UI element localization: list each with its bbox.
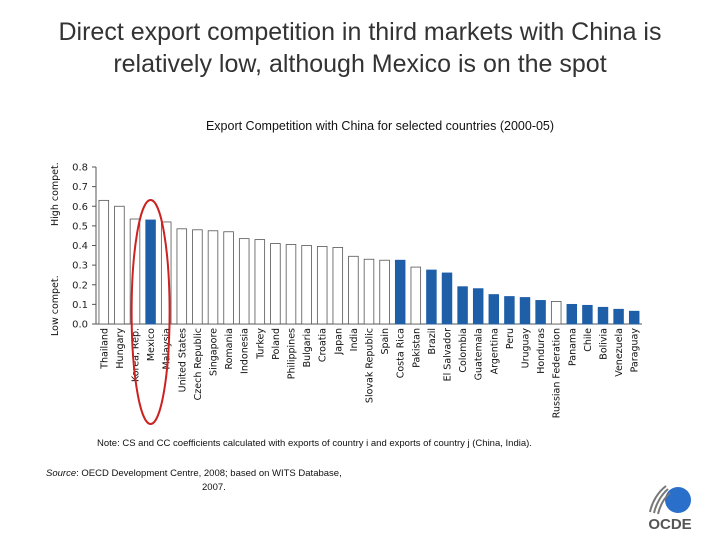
bar-series <box>98 199 640 325</box>
highlight-circle <box>130 199 171 425</box>
x-tick-label-india: India <box>349 328 360 351</box>
y-tick-label: 0.4 <box>72 241 88 252</box>
bar-malaysia <box>160 221 172 325</box>
y-tick-label: 0.8 <box>72 163 88 174</box>
bar-russian-federation <box>550 301 562 325</box>
x-tick-label-uruguay: Uruguay <box>521 328 532 369</box>
bar-hungary <box>114 205 125 325</box>
bar-croatia <box>316 246 328 325</box>
oecd-logo-circle <box>665 487 691 513</box>
oecd-logo: OCDE <box>648 485 692 532</box>
x-tick-label-czech-republic: Czech Republic <box>193 328 204 400</box>
x-tick-label-argentina: Argentina <box>489 328 500 374</box>
x-tick-label-japan: Japan <box>333 328 344 356</box>
bar-singapore <box>207 230 219 325</box>
bar-czech-republic <box>192 229 203 325</box>
bar-brazil <box>426 269 437 325</box>
x-tick-label-pakistan: Pakistan <box>411 328 422 368</box>
bar-indonesia <box>238 238 250 325</box>
source-year: 2007. <box>202 482 226 493</box>
x-tick-label-costa-rica: Costa Rica <box>396 328 407 378</box>
x-tick-label-united-states: United States <box>177 328 188 392</box>
source-text: : OECD Development Centre, 2008; based o… <box>76 468 342 479</box>
bar-turkey <box>254 239 266 325</box>
bar-honduras <box>535 300 546 325</box>
annotations <box>130 199 171 425</box>
bar-paraguay <box>628 310 640 325</box>
x-tick-label-korea-rep: Korea, Rep. <box>131 328 142 382</box>
bar-romania <box>223 231 234 325</box>
y-tick-label: 0.3 <box>72 261 88 272</box>
bar-peru <box>504 296 515 325</box>
slide-headline: Direct export competition in third marke… <box>58 18 662 78</box>
bar-panama <box>566 303 578 325</box>
bar-chart: 0.0 0.1 0.2 0.3 0.4 0.5 0.6 0.7 0.8 Thailand Hung… <box>72 163 642 425</box>
bar-korea-rep <box>129 218 141 325</box>
x-tick-label-guatemala: Guatemala <box>474 328 485 380</box>
bar-chile <box>582 304 593 325</box>
bar-japan <box>332 247 344 325</box>
bar-philippines <box>285 244 297 325</box>
chart-title: Export Competition with China for select… <box>205 119 555 133</box>
bar-united-states <box>176 228 188 325</box>
bar-pakistan <box>410 266 422 325</box>
x-tick-label-hungary: Hungary <box>115 328 126 369</box>
source-label: Source <box>46 468 77 479</box>
x-tick-label-colombia: Colombia <box>458 328 469 373</box>
bar-uruguay <box>519 297 531 325</box>
bar-colombia <box>457 286 468 325</box>
bar-venezuela <box>613 308 624 325</box>
bar-poland <box>270 243 281 325</box>
x-tick-label-peru: Peru <box>505 328 516 349</box>
x-tick-label-malaysia: Malaysia <box>162 328 173 370</box>
x-tick-label-bolivia: Bolivia <box>599 328 610 360</box>
y-tick-label: 0.0 <box>72 320 88 331</box>
x-tick-label-indonesia: Indonesia <box>240 328 251 374</box>
bar-india <box>348 255 359 325</box>
bar-bulgaria <box>301 245 312 325</box>
x-tick-label-brazil: Brazil <box>427 328 438 355</box>
bar-slovak-republic <box>363 258 375 325</box>
x-tick-label-mexico: Mexico <box>146 328 157 361</box>
x-tick-label-slovak-republic: Slovak Republic <box>365 328 376 403</box>
bar-guatemala <box>472 288 484 325</box>
x-tick-label-panama: Panama <box>567 328 578 366</box>
x-axis-labels: Thailand Hungary Korea, Rep. Mexico Malaysia… <box>99 328 640 419</box>
y-tick-label: 0.7 <box>72 182 88 193</box>
x-tick-label-romania: Romania <box>224 328 235 370</box>
bar-argentina <box>488 294 500 325</box>
y-tick-label: 0.6 <box>72 202 88 213</box>
bar-thailand <box>98 199 110 325</box>
x-tick-label-chile: Chile <box>583 328 594 352</box>
x-tick-label-poland: Poland <box>271 328 282 360</box>
x-tick-label-philippines: Philippines <box>287 328 298 379</box>
bar-mexico <box>145 219 156 325</box>
bar-el-salvador <box>441 272 453 325</box>
bar-costa-rica <box>394 259 406 325</box>
x-tick-label-paraguay: Paraguay <box>630 328 641 373</box>
chart-note: Note: CS and CC coefficients calculated … <box>97 438 532 449</box>
source-citation: Source: OECD Development Centre, 2008; b… <box>46 467 342 495</box>
bar-spain <box>379 259 390 325</box>
y-tick-label: 0.1 <box>72 300 88 311</box>
x-tick-label-turkey: Turkey <box>255 328 266 360</box>
x-tick-label-russian-federation: Russian Federation <box>552 328 563 418</box>
x-tick-label-singapore: Singapore <box>209 328 220 376</box>
x-tick-label-venezuela: Venezuela <box>614 328 625 377</box>
x-tick-label-honduras: Honduras <box>536 328 547 374</box>
y-tick-label: 0.2 <box>72 280 88 291</box>
x-tick-label-spain: Spain <box>380 328 391 355</box>
x-tick-label-croatia: Croatia <box>318 328 329 362</box>
y-tick-label: 0.5 <box>72 221 88 232</box>
x-tick-label-bulgaria: Bulgaria <box>302 328 313 367</box>
x-tick-label-thailand: Thailand <box>99 328 110 370</box>
bar-bolivia <box>597 306 609 325</box>
oecd-logo-text: OCDE <box>648 516 691 532</box>
x-tick-label-el-salvador: El Salvador <box>443 328 454 381</box>
